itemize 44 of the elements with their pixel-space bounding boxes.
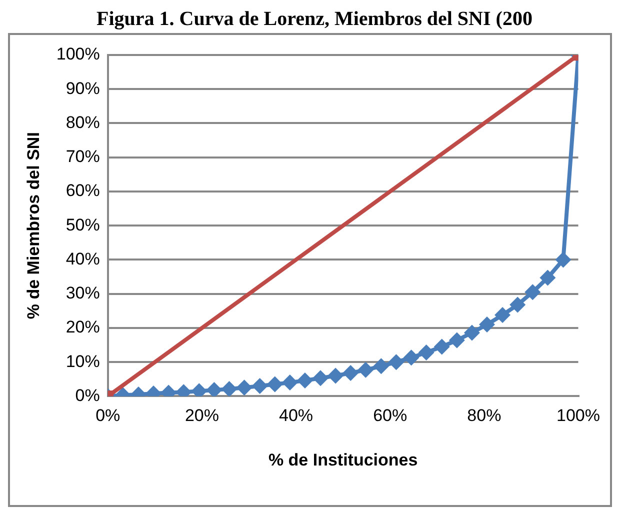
x-tick-label: 100% — [556, 406, 600, 426]
point — [236, 380, 252, 396]
point — [540, 270, 556, 286]
point — [282, 374, 298, 391]
point — [464, 324, 480, 341]
y-tick-label: 60% — [66, 181, 100, 200]
point — [312, 370, 328, 386]
point — [403, 350, 420, 366]
point — [418, 344, 434, 361]
point — [434, 338, 450, 355]
x-tick-label: 40% — [279, 406, 314, 426]
y-tick-label: 20% — [66, 318, 100, 337]
point — [206, 382, 222, 396]
point — [252, 378, 268, 394]
point — [358, 362, 374, 378]
point — [448, 332, 465, 348]
point — [373, 358, 390, 374]
y-tick-label: 50% — [66, 215, 100, 234]
chart-title: Figura 1. Curva de Lorenz, Miembros del SNI (200 — [96, 8, 534, 31]
point — [555, 252, 572, 268]
point — [328, 368, 344, 384]
y-tick-label: 100% — [56, 44, 100, 64]
y-tick-label: 70% — [66, 147, 100, 166]
point — [221, 381, 238, 396]
x-tick-label: 0% — [96, 406, 120, 426]
x-tick-label: 60% — [373, 406, 408, 426]
point — [479, 316, 496, 333]
y-tick-label: 30% — [66, 284, 100, 303]
point — [296, 372, 313, 389]
y-axis-title: % de Miembros del SNI — [24, 132, 43, 320]
point — [524, 284, 541, 300]
y-tick-label: 0% — [75, 386, 100, 405]
y-tick-label: 40% — [66, 249, 100, 268]
point — [388, 354, 404, 370]
point — [342, 365, 359, 381]
x-axis-title: % de Instituciones — [268, 450, 418, 470]
point — [510, 296, 526, 313]
x-tick-label: 80% — [467, 406, 502, 426]
point — [266, 376, 283, 392]
y-tick-label: 90% — [66, 78, 100, 98]
y-tick-label: 10% — [66, 352, 100, 371]
y-tick-label: 80% — [66, 112, 100, 132]
point — [494, 306, 511, 323]
x-tick-label: 20% — [184, 406, 219, 426]
